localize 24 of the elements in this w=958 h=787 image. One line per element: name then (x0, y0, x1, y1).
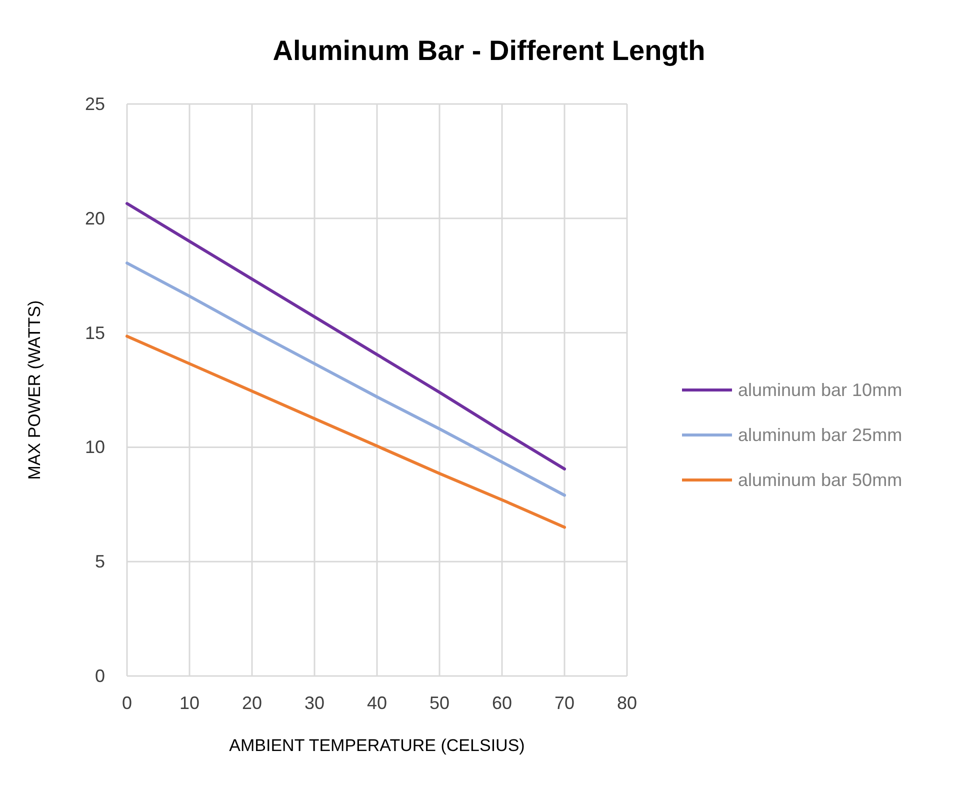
line-series (126, 202, 566, 470)
legend-label: aluminum bar 25mm (738, 425, 902, 445)
x-tick-label: 20 (242, 693, 262, 713)
legend-label: aluminum bar 50mm (738, 470, 902, 490)
legend-label: aluminum bar 10mm (738, 380, 902, 400)
x-axis-title: AMBIENT TEMPERATURE (CELSIUS) (229, 736, 525, 755)
x-tick-label: 50 (429, 693, 450, 713)
x-tick-label: 0 (122, 693, 132, 713)
y-axis-title: MAX POWER (WATTS) (25, 300, 44, 480)
x-tick-label: 60 (492, 693, 512, 713)
y-tick-label: 5 (94, 552, 105, 572)
y-tick-label: 0 (94, 666, 105, 686)
x-tick-label: 40 (366, 693, 388, 713)
chart-title: Aluminum Bar - Different Length (272, 35, 706, 66)
x-tick-label: 70 (554, 693, 575, 713)
y-tick-label: 25 (84, 94, 105, 114)
x-tick-label: 30 (304, 693, 325, 713)
line-series (126, 334, 566, 529)
y-tick-label: 15 (84, 322, 105, 343)
x-tick-label: 10 (179, 693, 200, 713)
y-tick-label: 10 (84, 437, 105, 458)
y-tick-label: 20 (84, 208, 105, 228)
x-tick-label: 80 (616, 693, 638, 713)
line-series (126, 262, 566, 497)
